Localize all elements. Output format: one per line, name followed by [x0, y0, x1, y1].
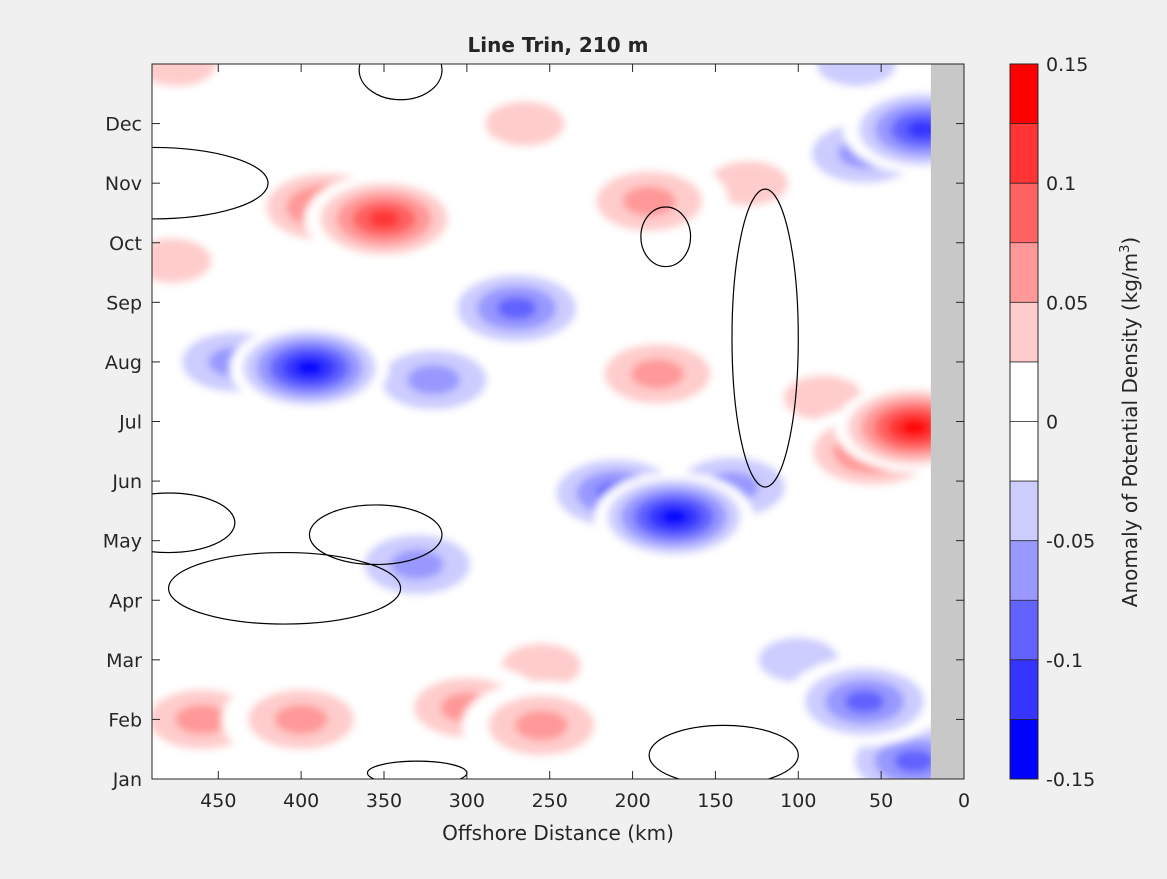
field-blob — [708, 160, 789, 206]
colorbar-tick-label: -0.1 — [1046, 650, 1083, 672]
colorbar-segment — [1010, 421, 1038, 482]
field-blob — [390, 549, 444, 580]
colorbar-segment — [1010, 600, 1038, 660]
field-blob — [312, 64, 472, 145]
zero-contour-lines — [152, 64, 799, 779]
field-blob — [152, 573, 249, 663]
y-tick-label: May — [103, 531, 142, 553]
field-blob — [816, 64, 897, 87]
field-blob — [894, 749, 935, 773]
field-blob — [901, 420, 928, 435]
colorbar-tick-label: -0.15 — [1046, 769, 1095, 791]
colorbar-segment — [1010, 540, 1038, 601]
field-blob — [368, 209, 400, 228]
colorbar-tick-label: 0.05 — [1046, 292, 1088, 314]
y-tick-label: Dec — [105, 114, 142, 136]
colorbar-segment — [1010, 123, 1038, 184]
y-tick-label: Nov — [105, 173, 142, 195]
x-axis: 450 400 350 300 250 200 150 100 50 0 — [200, 64, 970, 812]
colorbar-segment — [1010, 242, 1038, 303]
x-tick-label: 100 — [780, 790, 816, 812]
y-tick-label: Jul — [118, 412, 142, 434]
x-tick-label: 400 — [283, 790, 319, 812]
colorbar-tick-label: -0.05 — [1046, 531, 1095, 553]
field-blob — [175, 704, 229, 735]
field-blob — [152, 64, 217, 87]
colorbar-segment — [1010, 183, 1038, 243]
field-blob — [844, 690, 885, 713]
y-tick-label: Mar — [106, 650, 142, 672]
zero-contour — [308, 504, 443, 566]
y-tick-label: Apr — [109, 590, 142, 612]
field-blob — [274, 704, 328, 735]
x-axis-label: Offshore Distance (km) — [442, 821, 674, 845]
x-tick-label: 300 — [449, 790, 485, 812]
zero-contour — [152, 146, 269, 220]
zero-contour — [152, 492, 236, 554]
field-blob — [496, 297, 537, 320]
field-blob — [485, 101, 565, 146]
field-blob — [906, 120, 939, 139]
colorbar-tick-label: 0 — [1046, 412, 1058, 434]
x-tick-label: 450 — [200, 790, 236, 812]
y-tick-label: Jun — [111, 471, 142, 493]
colorbar-label-text: Anomaly of Potential Density (kg/m — [1118, 253, 1142, 607]
colorbar-segment — [1010, 64, 1038, 124]
x-tick-label: 200 — [614, 790, 650, 812]
zero-contour — [640, 206, 692, 268]
y-axis: Jan Feb Mar Apr May Jun Jul Aug Sep Oct Nov Dec — [103, 114, 964, 791]
y-tick-label: Oct — [109, 233, 142, 255]
field-blob — [514, 710, 568, 741]
x-tick-label: 0 — [958, 790, 970, 812]
colorbar-segment — [1010, 302, 1038, 362]
y-tick-label: Feb — [108, 709, 142, 731]
colorbar-frame — [1009, 63, 1039, 780]
field-blob — [152, 238, 212, 283]
x-tick-label: 50 — [869, 790, 893, 812]
colorbar-tick-label: 0.1 — [1046, 173, 1076, 195]
y-tick-label: Sep — [106, 292, 142, 314]
zero-contour — [731, 188, 799, 488]
y-tick-label: Aug — [105, 352, 142, 374]
colorbar-segment — [1010, 361, 1038, 422]
zero-contour — [358, 64, 443, 101]
x-tick-label: 150 — [697, 790, 733, 812]
colorbar-label-close: ) — [1118, 237, 1142, 245]
density-field — [152, 64, 964, 779]
colorbar-segment — [1010, 719, 1038, 779]
zero-contour — [167, 551, 402, 625]
chart-title: Line Trin, 210 m — [468, 33, 649, 57]
field-blob — [630, 358, 684, 389]
colorbar-label-superscript: 3 — [1118, 245, 1133, 253]
colorbar-label: Anomaly of Potential Density (kg/m3) — [1118, 237, 1142, 607]
field-blob — [622, 186, 676, 216]
plot-area — [152, 64, 964, 779]
x-tick-label: 250 — [532, 790, 568, 812]
y-tick-label: Jan — [112, 769, 142, 791]
field-blob — [660, 509, 688, 525]
colorbar-segment — [1010, 659, 1038, 720]
x-tick-label: 350 — [366, 790, 402, 812]
colorbar-segment — [1010, 481, 1038, 541]
zero-contour — [648, 724, 799, 779]
field-blob — [407, 364, 461, 395]
field-blob — [296, 360, 323, 376]
colorbar: 0.15 0.1 0.05 0 -0.05 -0.1 -0.15 — [1009, 54, 1095, 791]
colorbar-tick-label: 0.15 — [1046, 54, 1088, 76]
